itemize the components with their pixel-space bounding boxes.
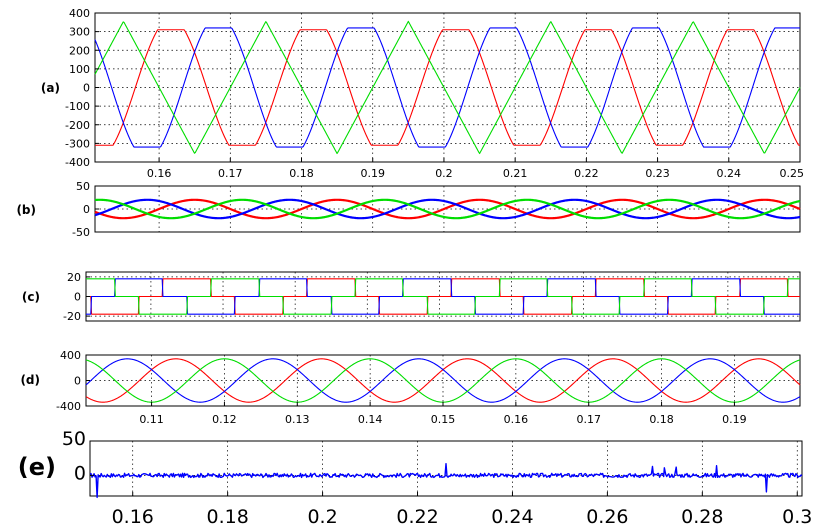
x-tick-label: 0.22 — [574, 167, 599, 180]
panel-c: (c) 20 0 -20 — [22, 271, 801, 323]
series-line-a-red — [95, 29, 800, 146]
x-ticks-d: 0.11 0.12 0.13 0.14 0.15 0.16 0.17 0.18 0.19 — [139, 402, 747, 426]
series-line-d-blue — [85, 358, 801, 403]
x-tick-label: 0.24 — [491, 506, 533, 528]
x-tick-label: 0.17 — [576, 413, 601, 426]
x-tick-label: 0.28 — [681, 506, 723, 528]
series-group-c — [86, 278, 800, 315]
x-tick-label: 0.16 — [504, 413, 529, 426]
x-tick-label: 0.2 — [435, 167, 453, 180]
series-line-a-blue — [94, 27, 800, 148]
y-ticks-c: 20 0 -20 — [63, 271, 90, 323]
x-tick-label: 0.16 — [112, 506, 154, 528]
series-group-e — [89, 462, 803, 499]
series-line-a-green — [94, 20, 801, 155]
x-tick-label: 0.18 — [206, 506, 248, 528]
grid-e — [90, 441, 802, 496]
series-line-c-green — [86, 278, 800, 315]
series-group-a — [94, 20, 801, 155]
panel-label-e: (e) — [18, 453, 56, 481]
x-tick-label: 0.14 — [358, 413, 383, 426]
x-tick-label: 0.26 — [586, 506, 628, 528]
y-tick-label: -50 — [72, 226, 90, 239]
y-tick-label: 50 — [62, 428, 86, 450]
panel-label-a: (a) — [41, 81, 60, 95]
series-line-b-blue — [94, 198, 801, 220]
y-tick-label: 20 — [67, 271, 81, 284]
y-tick-label: 50 — [76, 180, 90, 193]
series-line-c-red — [86, 278, 800, 315]
x-tick-label: 0.22 — [396, 506, 438, 528]
y-tick-label: -200 — [65, 119, 90, 132]
x-tick-label: 0.19 — [722, 413, 747, 426]
x-tick-label: 0.2 — [307, 506, 337, 528]
x-tick-label: 0.12 — [212, 413, 237, 426]
panel-label-b: (b) — [16, 203, 36, 217]
y-tick-label: 400 — [69, 7, 90, 20]
x-tick-label: 0.16 — [147, 167, 172, 180]
y-tick-label: 200 — [69, 44, 90, 57]
x-ticks-e: 0.16 0.18 0.2 0.22 0.24 0.26 0.28 0.3 — [112, 492, 812, 528]
series-line-b-red — [94, 198, 801, 220]
series-line-e-blue — [89, 462, 803, 499]
x-tick-label: 0.11 — [139, 413, 164, 426]
x-tick-label: 0.19 — [360, 167, 385, 180]
y-ticks-a: 400 300 200 100 0 -100 -200 -300 -400 — [65, 7, 99, 169]
panel-b: (b) 50 0 -50 — [16, 180, 801, 239]
y-ticks-b: 50 0 -50 — [72, 180, 99, 239]
y-tick-label: 0 — [74, 291, 81, 304]
y-tick-label: 0 — [74, 462, 86, 484]
y-tick-label: 0 — [74, 375, 81, 388]
series-line-c-blue — [86, 278, 800, 315]
x-tick-label: 0.23 — [645, 167, 670, 180]
y-tick-label: 0 — [83, 203, 90, 216]
y-tick-label: 300 — [69, 26, 90, 39]
series-line-b-green — [94, 198, 801, 220]
panel-e: (e) 50 0 0.16 0.18 0.2 0.22 0.24 0.26 0.28 0.3 — [18, 428, 813, 528]
x-tick-label: 0.25 — [780, 167, 805, 180]
x-tick-label: 0.17 — [218, 167, 243, 180]
x-tick-label: 0.3 — [782, 506, 812, 528]
panel-label-d: (d) — [20, 373, 40, 387]
y-tick-label: -400 — [65, 156, 90, 169]
y-tick-label: -300 — [65, 137, 90, 150]
x-tick-label: 0.13 — [285, 413, 310, 426]
x-tick-label: 0.15 — [431, 413, 456, 426]
y-tick-label: -400 — [56, 400, 81, 413]
y-tick-label: -20 — [63, 310, 81, 323]
y-ticks-e: 50 0 — [62, 428, 94, 484]
y-ticks-d: 400 0 -400 — [56, 349, 90, 413]
panel-label-c: (c) — [22, 290, 40, 304]
x-tick-label: 0.18 — [289, 167, 314, 180]
grid-d — [86, 355, 800, 406]
y-tick-label: 0 — [83, 82, 90, 95]
y-tick-label: 100 — [69, 63, 90, 76]
y-tick-label: 400 — [60, 349, 81, 362]
x-tick-label: 0.24 — [717, 167, 742, 180]
y-tick-label: -100 — [65, 100, 90, 113]
x-ticks-a: 0.16 0.17 0.18 0.19 0.2 0.21 0.22 0.23 0.24 0.25 — [147, 158, 804, 180]
x-tick-label: 0.21 — [503, 167, 528, 180]
x-tick-label: 0.18 — [649, 413, 674, 426]
series-group-b — [94, 198, 801, 220]
